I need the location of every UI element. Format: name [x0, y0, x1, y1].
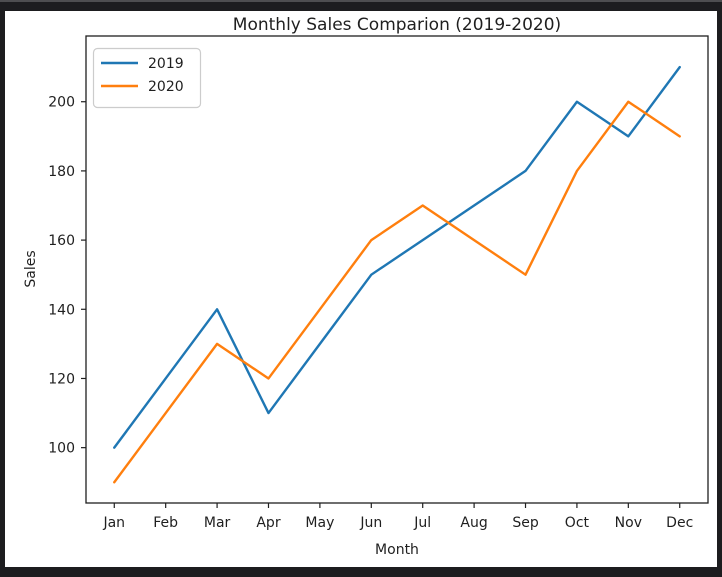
- x-tick-label: Dec: [666, 515, 693, 531]
- window-top-edge: [0, 0, 722, 2]
- y-tick-label: 180: [48, 164, 75, 180]
- x-tick-label: Jan: [102, 515, 125, 531]
- x-tick-label: Feb: [153, 515, 178, 531]
- x-axis-label: Month: [375, 542, 419, 558]
- x-tick-label: Oct: [565, 515, 590, 531]
- x-tick-label: Jun: [359, 515, 382, 531]
- x-tick-label: May: [305, 515, 334, 531]
- x-tick-label: Apr: [256, 515, 280, 531]
- x-tick-label: Sep: [512, 515, 539, 531]
- x-tick-label: Nov: [615, 515, 642, 531]
- y-axis-label: Sales: [23, 250, 39, 287]
- x-tick-label: Aug: [460, 515, 487, 531]
- series-line-2020: [113, 100, 681, 484]
- chart-dynamic-layer: Jan Feb Mar Apr May Jun Jul Aug Sep Oct Nov Dec 100 1…: [48, 35, 709, 531]
- plot-frame: [85, 35, 709, 504]
- y-tick-label: 100: [48, 441, 75, 457]
- line-chart: Jan Feb Mar Apr May Jun Jul Aug Sep Oct Nov Dec 100 1…: [23, 15, 709, 558]
- chart-title: Monthly Sales Comparion (2019-2020): [233, 15, 561, 35]
- matplotlib-figure: Jan Feb Mar Apr May Jun Jul Aug Sep Oct Nov Dec 100 1…: [5, 11, 717, 567]
- y-tick-label: 120: [48, 371, 75, 387]
- y-tick-label: 200: [48, 95, 75, 111]
- series-line-2019: [113, 65, 681, 449]
- legend-box: [92, 47, 202, 109]
- legend-entry-label: 2020: [148, 79, 184, 95]
- legend-entry-label: 2019: [148, 56, 184, 72]
- y-tick-label: 160: [48, 233, 75, 249]
- x-tick-label: Jul: [413, 515, 431, 531]
- y-tick-label: 140: [48, 302, 75, 318]
- x-tick-label: Mar: [204, 515, 231, 531]
